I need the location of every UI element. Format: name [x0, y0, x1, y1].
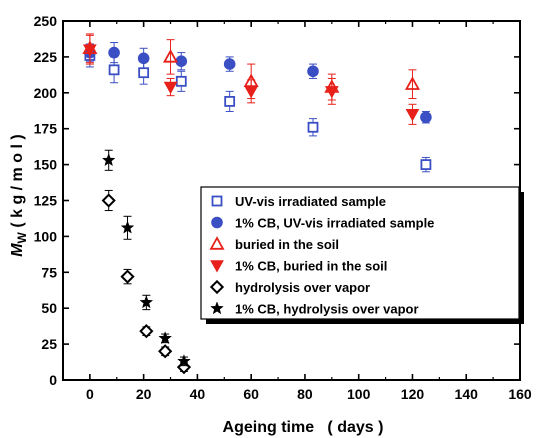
x-tick-label: 60 — [243, 386, 259, 402]
legend-marker — [211, 195, 223, 207]
svg-text:MW ( k g / m o l ): MW ( k g / m o l ) — [9, 112, 29, 288]
data-series-layer — [82, 33, 432, 375]
data-point — [224, 96, 236, 107]
data-point — [162, 49, 179, 63]
data-point — [307, 65, 319, 78]
x-tick-label: 160 — [508, 386, 532, 402]
series-4 — [101, 189, 192, 375]
y-tick-label: 150 — [34, 157, 58, 173]
legend-marker — [209, 279, 225, 295]
data-point — [177, 354, 191, 368]
legend-label: hydrolysis over vapor — [235, 280, 370, 295]
data-point — [420, 111, 432, 124]
data-point — [163, 81, 178, 95]
series-5 — [101, 149, 191, 368]
y-axis-symbol: M — [9, 243, 26, 257]
data-point — [175, 55, 188, 68]
y-tick-label: 100 — [34, 228, 58, 244]
y-tick-label: 175 — [34, 121, 58, 137]
x-tick-label: 0 — [86, 386, 94, 402]
y-axis-unit: ( k g / m o l ) — [9, 134, 26, 227]
data-point — [139, 324, 154, 339]
data-point — [324, 86, 339, 99]
x-tick-label: 20 — [136, 386, 152, 402]
legend-marker — [211, 216, 223, 229]
data-point — [420, 159, 432, 171]
legend-box — [200, 186, 520, 320]
data-point — [137, 52, 150, 65]
data-point — [158, 344, 173, 359]
y-tick-label: 225 — [34, 49, 58, 65]
y-tick-label: 250 — [34, 13, 58, 29]
y-axis-title: MW ( k g / m o l ) — [9, 112, 29, 288]
x-tick-label: 140 — [455, 386, 479, 402]
legend: UV-vis irradiated sample 1% CB, UV-vis ir… — [200, 186, 524, 324]
legend-label: 1% CB, hydrolysis over vapor — [235, 302, 419, 317]
data-point — [404, 76, 421, 90]
legend-label: 1% CB, UV-vis irradiated sample — [235, 216, 434, 231]
series-1 — [84, 42, 432, 124]
data-point — [101, 193, 116, 208]
data-point — [120, 220, 135, 234]
y-tick-label: 0 — [49, 372, 57, 388]
y-tick-label: 25 — [41, 336, 57, 352]
legend-label: 1% CB, buried in the soil — [235, 259, 387, 274]
data-point — [138, 67, 150, 79]
x-tick-label: 120 — [401, 386, 425, 402]
data-point — [120, 269, 135, 284]
data-point — [307, 121, 319, 133]
legend-marker — [210, 260, 224, 273]
data-point — [108, 46, 120, 59]
data-point — [223, 58, 236, 70]
y-tick-label: 75 — [41, 264, 57, 280]
series-3 — [83, 34, 420, 125]
data-point — [405, 109, 420, 122]
x-axis-title: Ageing time ( days ) — [223, 419, 384, 436]
series-0 — [84, 43, 432, 173]
data-point — [108, 64, 120, 76]
legend-marker — [210, 301, 224, 315]
y-tick-label: 125 — [34, 193, 58, 209]
x-tick-label: 100 — [347, 386, 371, 402]
axis-ticks-layer: 0 20 40 60 80 100 120 140 160 0 25 50 75 100 125 150 175… — [34, 13, 532, 402]
data-point — [158, 331, 173, 345]
x-tick-label: 80 — [297, 386, 313, 402]
data-point — [244, 86, 259, 99]
data-point — [175, 75, 187, 87]
legend-label: buried in the soil — [235, 237, 339, 252]
legend-label: UV-vis irradiated sample — [235, 194, 386, 209]
data-point — [101, 153, 116, 167]
y-tick-label: 200 — [34, 85, 58, 101]
legend-marker — [209, 236, 225, 250]
y-axis-subscript: W — [15, 231, 29, 243]
x-tick-label: 40 — [190, 386, 206, 402]
data-point — [83, 44, 97, 57]
data-point — [139, 295, 154, 309]
y-tick-label: 50 — [41, 300, 57, 316]
